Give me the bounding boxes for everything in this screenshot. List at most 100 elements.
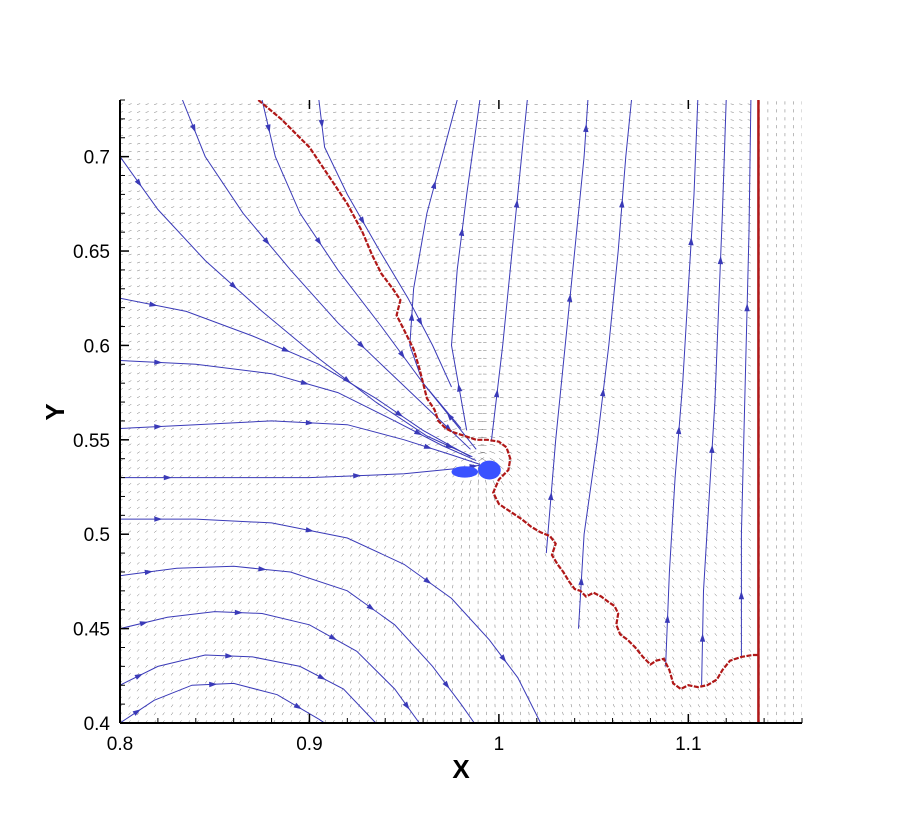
vector-arrow [443, 553, 446, 557]
vector-arrow [230, 483, 234, 486]
vector-arrow [525, 443, 530, 446]
vector-arrow [145, 593, 149, 597]
vector-arrow [579, 703, 581, 708]
vector-arrow [350, 443, 354, 446]
vector-arrow [196, 562, 200, 565]
vector-arrow [384, 506, 387, 510]
vector-arrow [239, 419, 243, 422]
vector-arrow [315, 624, 318, 628]
vector-arrow [542, 435, 547, 438]
vector-arrow [324, 317, 328, 319]
vector-arrow [188, 585, 191, 589]
vector-arrow [443, 584, 445, 589]
vector-arrow [247, 246, 252, 248]
vector-arrow [188, 293, 192, 296]
vector-arrow [316, 198, 320, 200]
vector-arrow [128, 348, 132, 351]
vector-arrow [256, 412, 260, 414]
vector-arrow [401, 302, 405, 304]
vector-arrow [392, 427, 397, 430]
vector-arrow [256, 498, 260, 502]
vector-arrow [196, 672, 199, 676]
vector-arrow [392, 640, 395, 644]
vector-arrow [179, 135, 183, 137]
vector-arrow [213, 230, 217, 232]
vector-arrow [307, 341, 311, 343]
vector-arrow [188, 514, 191, 518]
vector-arrow [602, 341, 606, 343]
vector-arrow [519, 592, 521, 597]
vector-arrow [511, 608, 513, 613]
vector-arrow [519, 576, 521, 581]
vector-arrow [646, 538, 649, 541]
vector-arrow [145, 364, 149, 367]
vector-arrow [426, 497, 430, 502]
vector-arrow [162, 451, 166, 454]
vector-arrow [516, 435, 521, 438]
vector-arrow [145, 435, 149, 438]
vector-arrow [621, 704, 624, 708]
vector-arrow [239, 696, 242, 700]
vector-arrow [646, 672, 649, 676]
vector-arrow [358, 301, 362, 304]
vector-arrow [213, 356, 217, 359]
vector-arrow [290, 380, 294, 383]
vector-arrow [136, 158, 141, 161]
vector-arrow [485, 488, 487, 494]
vector-arrow [196, 688, 199, 692]
vector-arrow [239, 190, 243, 192]
vector-arrow [281, 632, 285, 636]
vector-arrow [628, 467, 632, 470]
vector-arrow [230, 561, 234, 565]
vector-arrow [508, 397, 513, 399]
vector-arrow [553, 608, 556, 613]
vector-arrow [222, 459, 226, 462]
vector-arrow [612, 632, 615, 636]
vector-arrow [188, 214, 192, 216]
vector-arrow [256, 404, 260, 407]
vector-arrow [307, 412, 311, 414]
vector-arrow [205, 206, 209, 208]
vector-arrow [188, 230, 192, 232]
vector-arrow [162, 554, 166, 557]
vector-arrow [230, 182, 235, 185]
vector-arrow [375, 632, 378, 636]
vector-arrow [316, 262, 320, 264]
vector-arrow [534, 451, 538, 454]
vector-arrow [196, 435, 200, 438]
vector-arrow [222, 514, 225, 518]
vector-arrow [324, 285, 328, 288]
vector-arrow [645, 246, 649, 248]
vector-arrow [222, 648, 225, 652]
vector-arrow [536, 703, 538, 708]
vector-arrow [171, 404, 175, 407]
vector-arrow [367, 593, 370, 597]
vector-arrow [316, 230, 320, 232]
vector-arrow [324, 601, 327, 605]
vector-arrow [273, 348, 277, 351]
vector-arrow [570, 672, 573, 676]
vector-arrow [426, 513, 430, 517]
vector-arrow [435, 474, 439, 478]
vector-arrow [128, 245, 132, 248]
vector-arrow [350, 341, 354, 343]
vector-arrow [418, 711, 420, 716]
vector-arrow [154, 238, 158, 240]
vector-arrow [435, 561, 437, 565]
vector-arrow [527, 529, 530, 533]
vector-arrow [612, 672, 615, 676]
vector-arrow [205, 633, 208, 636]
vector-arrow [333, 364, 337, 367]
vector-arrow [230, 119, 235, 121]
vector-arrow [611, 514, 615, 518]
vector-arrow [628, 459, 632, 462]
vector-arrow [239, 356, 243, 359]
vector-arrow [525, 381, 530, 383]
vector-arrow [247, 411, 251, 414]
vector-arrow [273, 230, 277, 232]
vector-arrow [645, 435, 649, 438]
vector-arrow [517, 396, 521, 399]
vector-arrow [188, 277, 192, 280]
vector-arrow [602, 230, 606, 232]
vector-arrow [603, 585, 607, 589]
